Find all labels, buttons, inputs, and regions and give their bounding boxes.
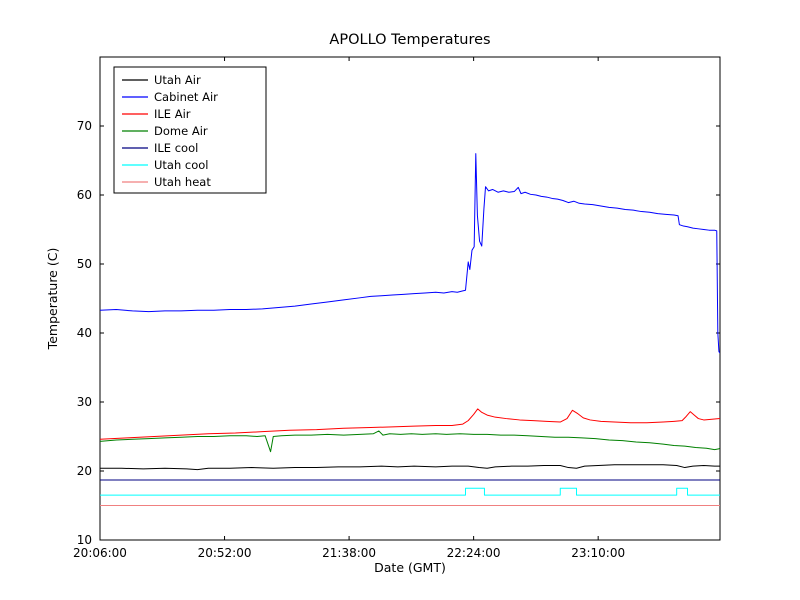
legend-entry-dome-air: Dome Air [122,124,208,138]
legend-entry-cabinet-air: Cabinet Air [122,90,218,104]
y-tick-label: 70 [77,119,92,133]
legend-entry-utah-cool: Utah cool [122,158,209,172]
y-tick-label: 30 [77,395,92,409]
legend-label-ile-air: ILE Air [154,107,191,121]
series-line-cabinet-air [100,153,720,354]
series-line-dome-air [100,430,720,453]
legend-label-utah-heat: Utah heat [154,175,211,189]
legend-entry-utah-heat: Utah heat [122,175,211,189]
y-tick-label: 50 [77,257,92,271]
x-tick-label: 21:38:00 [322,546,376,560]
legend-label-utah-cool: Utah cool [154,158,209,172]
x-axis-label: Date (GMT) [374,560,446,575]
legend-entry-ile-cool: ILE cool [122,141,198,155]
x-tick-label: 22:24:00 [447,546,501,560]
y-axis-label: Temperature (C) [45,248,60,351]
x-tick-label: 20:06:00 [73,546,127,560]
axis-ticks [99,57,720,541]
y-tick-label: 40 [77,326,92,340]
y-tick-label: 20 [77,464,92,478]
series-line-utah-cool [100,487,720,496]
series-line-ile-air [100,408,720,440]
legend-label-ile-cool: ILE cool [154,141,198,155]
legend-entry-utah-air: Utah Air [122,73,201,87]
legend-label-utah-air: Utah Air [154,73,201,87]
legend-entry-ile-air: ILE Air [122,107,191,121]
legend-label-dome-air: Dome Air [154,124,208,138]
y-tick-label: 10 [77,533,92,547]
x-tick-label: 23:10:00 [571,546,625,560]
legend: Utah Air Cabinet Air ILE Air Dome Air ILE co… [113,66,267,194]
legend-box [113,66,267,194]
x-tick-label: 20:52:00 [198,546,252,560]
legend-label-cabinet-air: Cabinet Air [154,90,218,104]
series-group [100,153,720,506]
y-tick-label: 60 [77,188,92,202]
series-line-utah-air [100,464,720,471]
chart-title: APOLLO Temperatures [329,32,490,48]
